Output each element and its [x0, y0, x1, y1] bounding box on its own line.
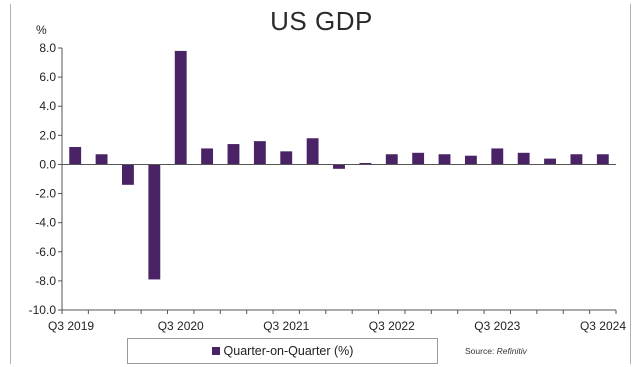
- x-tick-label: Q3 2020: [158, 319, 204, 333]
- legend-label: Quarter-on-Quarter (%): [223, 344, 354, 358]
- y-tick-label: 8.0: [39, 41, 56, 55]
- bar-q1-2024: [544, 158, 556, 165]
- bar-q2-2022: [359, 162, 372, 165]
- bar-q4-2021: [306, 138, 319, 165]
- bar-q3-2019: [69, 146, 82, 165]
- source-prefix: Source:: [465, 346, 497, 356]
- source-name: Refinitiv: [496, 346, 527, 356]
- y-axis-unit: %: [36, 23, 47, 37]
- y-tick-label: 0.0: [39, 157, 56, 171]
- bar-q3-2020: [174, 50, 187, 165]
- bar-q2-2021: [253, 141, 266, 165]
- bar-q2-2020: [148, 164, 161, 280]
- bar-q2-2024: [570, 154, 583, 165]
- bar-q3-2024: [596, 154, 609, 165]
- chart-frame: [10, 4, 631, 364]
- bar-q1-2020: [122, 164, 134, 185]
- x-tick-label: Q3 2022: [369, 319, 415, 333]
- y-tick-label: -6.0: [35, 245, 56, 259]
- bar-q1-2023: [438, 154, 451, 165]
- bar-q4-2020: [201, 148, 214, 165]
- bar-q3-2021: [280, 151, 293, 165]
- y-tick-label: 6.0: [39, 70, 56, 84]
- y-tick-label: -8.0: [35, 274, 56, 288]
- y-tick-label: -2.0: [35, 187, 56, 201]
- y-tick-label: 4.0: [39, 99, 56, 113]
- x-tick-label: Q3 2021: [263, 319, 309, 333]
- bar-q1-2021: [227, 144, 240, 165]
- x-tick-label: Q3 2023: [474, 319, 520, 333]
- x-tick-label: Q3 2024: [580, 319, 626, 333]
- bar-q3-2022: [385, 154, 398, 165]
- bar-q4-2022: [412, 152, 425, 165]
- bar-q1-2022: [333, 164, 345, 169]
- source-note: Source: Refinitiv: [465, 346, 527, 356]
- legend-swatch: [211, 347, 220, 355]
- legend: Quarter-on-Quarter (%): [127, 338, 438, 364]
- bar-q2-2023: [464, 155, 477, 165]
- y-tick-label: 2.0: [39, 128, 56, 142]
- y-tick-label: -10.0: [29, 303, 57, 317]
- bar-q4-2019: [95, 154, 108, 165]
- chart-title: US GDP: [270, 6, 373, 36]
- y-tick-label: -4.0: [35, 216, 56, 230]
- bar-q3-2023: [491, 148, 504, 165]
- x-tick-label: Q3 2019: [48, 319, 94, 333]
- bar-q4-2023: [517, 152, 530, 165]
